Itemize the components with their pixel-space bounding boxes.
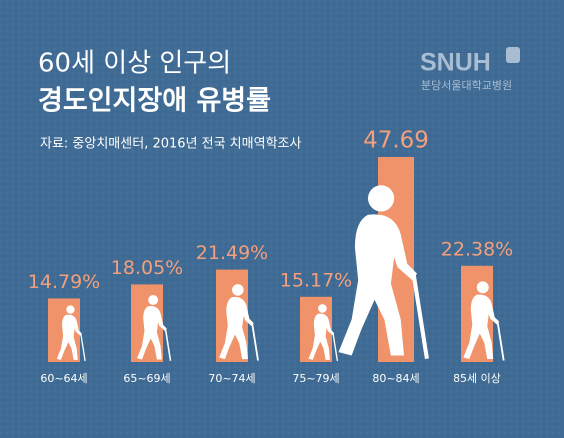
plot: 14.79% 60~64세 18.05% 65~69세 21.49% 70~74세 15.1… <box>28 128 513 386</box>
source: 자료: 중앙치매센터, 2016년 전국 치매역학조사 <box>40 137 301 152</box>
value-label: 14.79% <box>28 271 100 293</box>
x-tick-label: 80~84세 <box>372 372 419 385</box>
logo-emblem <box>506 47 520 63</box>
x-tick-label: 85세 이상 <box>453 372 501 385</box>
value-label: 15.17% <box>280 269 352 291</box>
logo-name: SNUH <box>420 49 491 77</box>
chart-subtitle: 경도인지장애 유병률 <box>38 86 271 117</box>
value-label: 22.38% <box>441 238 513 260</box>
value-label: 18.05% <box>111 257 183 279</box>
value-label: 47.69 <box>363 128 429 154</box>
x-tick-label: 75~79세 <box>292 372 339 385</box>
logo-hospital: 분당서울대학교병원 <box>421 79 512 92</box>
chart-title: 60세 이상 인구의 <box>38 49 231 79</box>
x-tick-label: 60~64세 <box>40 372 87 385</box>
x-tick-label: 70~74세 <box>208 372 255 385</box>
value-label: 21.49% <box>196 242 268 264</box>
x-tick-label: 65~69세 <box>123 372 170 385</box>
